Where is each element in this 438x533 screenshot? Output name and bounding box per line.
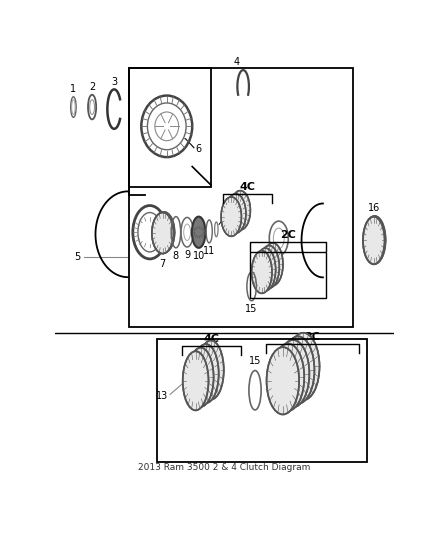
Text: 14: 14 bbox=[273, 260, 285, 270]
Text: 4C: 4C bbox=[203, 334, 219, 344]
Ellipse shape bbox=[193, 344, 219, 403]
Text: 5: 5 bbox=[74, 252, 80, 262]
Ellipse shape bbox=[230, 191, 251, 230]
Text: 6: 6 bbox=[196, 144, 202, 154]
Ellipse shape bbox=[364, 216, 385, 264]
Text: 11: 11 bbox=[203, 246, 215, 256]
Bar bbox=[130, 68, 211, 187]
Ellipse shape bbox=[267, 347, 299, 415]
Ellipse shape bbox=[277, 340, 309, 407]
Ellipse shape bbox=[259, 246, 279, 288]
Text: 15: 15 bbox=[245, 304, 258, 314]
Text: 2C: 2C bbox=[304, 332, 320, 342]
Text: 4: 4 bbox=[234, 57, 240, 67]
Ellipse shape bbox=[272, 344, 304, 411]
Ellipse shape bbox=[263, 243, 283, 286]
Text: 2: 2 bbox=[89, 82, 95, 92]
Text: 13: 13 bbox=[155, 391, 168, 401]
Text: 15: 15 bbox=[249, 357, 261, 366]
Text: 8: 8 bbox=[173, 251, 179, 261]
Text: 7: 7 bbox=[159, 259, 166, 269]
Ellipse shape bbox=[152, 213, 173, 254]
Bar bbox=[250, 252, 325, 298]
Text: 12: 12 bbox=[225, 207, 237, 217]
Ellipse shape bbox=[226, 194, 246, 233]
Text: 1: 1 bbox=[71, 84, 77, 94]
Text: 3: 3 bbox=[111, 77, 117, 86]
Text: 16: 16 bbox=[368, 203, 380, 213]
Ellipse shape bbox=[251, 251, 272, 293]
Text: 4C: 4C bbox=[240, 182, 256, 192]
Text: 9: 9 bbox=[184, 250, 190, 260]
Bar bbox=[156, 339, 367, 462]
Ellipse shape bbox=[183, 351, 208, 410]
Ellipse shape bbox=[282, 336, 314, 403]
Ellipse shape bbox=[153, 212, 175, 253]
Ellipse shape bbox=[287, 333, 320, 400]
Ellipse shape bbox=[221, 197, 241, 236]
Text: 2C: 2C bbox=[280, 230, 296, 240]
Text: 2013 Ram 3500 2 & 4 Clutch Diagram: 2013 Ram 3500 2 & 4 Clutch Diagram bbox=[138, 463, 311, 472]
Ellipse shape bbox=[255, 248, 276, 291]
Text: 10: 10 bbox=[193, 251, 205, 261]
Ellipse shape bbox=[188, 348, 214, 407]
Ellipse shape bbox=[198, 341, 224, 400]
Ellipse shape bbox=[192, 216, 205, 248]
Ellipse shape bbox=[363, 216, 385, 264]
Bar bbox=[130, 68, 353, 327]
